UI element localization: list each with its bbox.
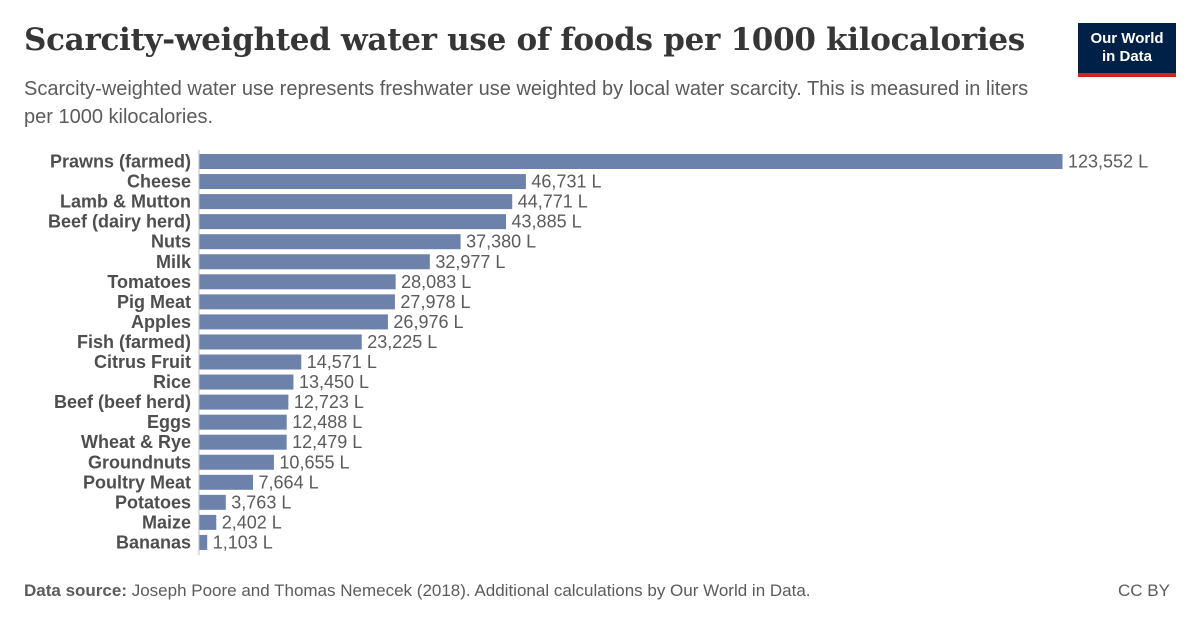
value-label: 28,083 L xyxy=(401,272,471,292)
value-label: 10,655 L xyxy=(279,452,349,472)
bar-chart: Prawns (farmed) 123,552 L Cheese 46,731 L La… xyxy=(48,150,1148,555)
category-label: Poultry Meat xyxy=(83,472,191,492)
bar[interactable] xyxy=(199,254,430,270)
value-label: 46,731 L xyxy=(531,172,601,192)
value-label: 12,479 L xyxy=(292,432,362,452)
category-label: Potatoes xyxy=(115,492,191,512)
value-label: 3,763 L xyxy=(231,492,291,512)
value-label: 13,450 L xyxy=(299,372,369,392)
logo-line-2: in Data xyxy=(1101,48,1152,65)
category-label: Bananas xyxy=(116,532,191,552)
category-label: Prawns (farmed) xyxy=(50,152,191,172)
logo-line-1: Our World xyxy=(1090,30,1164,47)
category-label: Lamb & Mutton xyxy=(60,192,191,212)
category-label: Fish (farmed) xyxy=(77,332,191,352)
bar[interactable] xyxy=(199,354,302,370)
owid-logo[interactable]: Our World in Data xyxy=(1078,23,1176,77)
category-label: Tomatoes xyxy=(107,272,191,292)
chart-title: Scarcity-weighted water use of foods per… xyxy=(24,22,1025,58)
value-label: 1,103 L xyxy=(213,532,273,552)
value-label: 43,885 L xyxy=(512,212,582,232)
bar[interactable] xyxy=(199,394,289,410)
value-label: 27,978 L xyxy=(400,292,470,312)
value-label: 44,771 L xyxy=(518,192,588,212)
bar[interactable] xyxy=(199,534,208,550)
license-link[interactable]: CC BY xyxy=(1118,581,1170,600)
bar[interactable] xyxy=(199,274,396,290)
data-source-text[interactable]: Joseph Poore and Thomas Nemecek (2018). … xyxy=(131,581,811,600)
category-label: Cheese xyxy=(127,172,191,192)
bar[interactable] xyxy=(199,414,287,430)
bar[interactable] xyxy=(199,494,226,510)
value-label: 32,977 L xyxy=(435,252,505,272)
value-label: 2,402 L xyxy=(222,512,282,532)
category-label: Beef (dairy herd) xyxy=(48,212,191,232)
bar[interactable] xyxy=(199,334,362,350)
value-label: 26,976 L xyxy=(393,312,463,332)
bar[interactable] xyxy=(199,434,287,450)
bar[interactable] xyxy=(199,234,461,250)
bar[interactable] xyxy=(199,154,1063,169)
value-label: 12,723 L xyxy=(294,392,364,412)
category-label: Nuts xyxy=(151,232,191,252)
value-label: 14,571 L xyxy=(307,352,377,372)
bar[interactable] xyxy=(199,294,395,310)
category-label: Groundnuts xyxy=(88,452,191,472)
value-label: 37,380 L xyxy=(466,232,536,252)
bar[interactable] xyxy=(199,474,254,490)
category-label: Pig Meat xyxy=(117,292,191,312)
category-label: Apples xyxy=(131,312,191,332)
value-label: 123,552 L xyxy=(1068,152,1148,172)
category-label: Maize xyxy=(142,512,191,532)
bar[interactable] xyxy=(199,514,217,530)
category-label: Rice xyxy=(153,372,191,392)
category-label: Wheat & Rye xyxy=(81,432,191,452)
data-source-label: Data source: xyxy=(24,581,127,600)
category-label: Eggs xyxy=(147,412,191,432)
category-label: Citrus Fruit xyxy=(94,352,191,372)
value-label: 12,488 L xyxy=(292,412,362,432)
value-label: 23,225 L xyxy=(367,332,437,352)
bar[interactable] xyxy=(199,314,388,330)
bar[interactable] xyxy=(199,194,513,210)
category-label: Beef (beef herd) xyxy=(54,392,191,412)
category-label: Milk xyxy=(156,252,192,272)
chart-subtitle: Scarcity-weighted water use represents f… xyxy=(24,78,1029,128)
data-source: Data source: Joseph Poore and Thomas Nem… xyxy=(24,581,811,601)
bar[interactable] xyxy=(199,374,294,390)
bar[interactable] xyxy=(199,214,507,230)
value-label: 7,664 L xyxy=(259,472,319,492)
bar[interactable] xyxy=(199,454,274,470)
bar[interactable] xyxy=(199,174,526,190)
